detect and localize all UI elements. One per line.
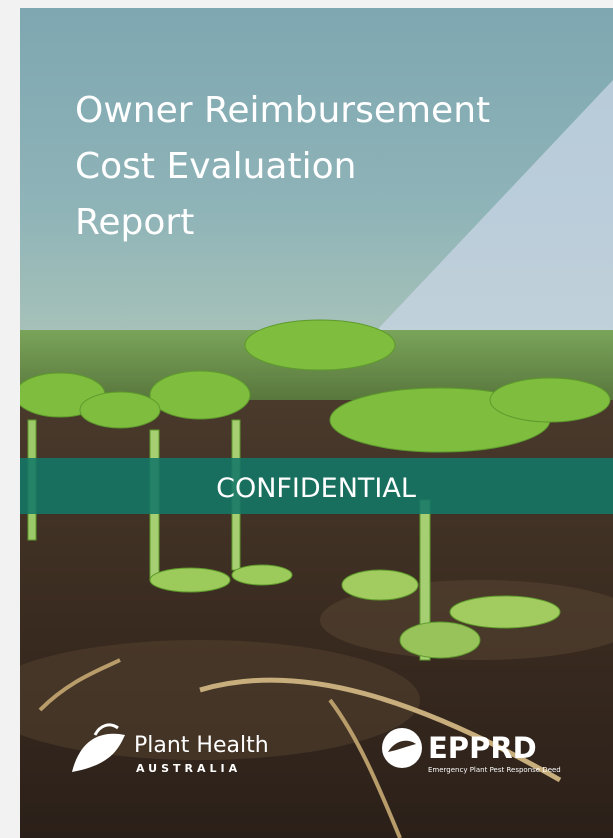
page: {"cover": {"title_lines": ["Owner Reimbu… (0, 0, 613, 838)
cover: Owner Reimbursement Cost Evaluation Repo… (0, 0, 613, 838)
title-line: Cost Evaluation (75, 146, 356, 187)
cover-image (0, 8, 613, 838)
epprd-subtitle: Emergency Plant Pest Response Deed (428, 766, 561, 774)
title-line: Owner Reimbursement (75, 90, 490, 131)
title-line: Report (75, 202, 194, 243)
pha-name: Plant Health (134, 733, 269, 758)
pha-country: AUSTRALIA (136, 762, 241, 775)
banner-text: CONFIDENTIAL (216, 473, 416, 504)
epprd-name: EPPRD (428, 731, 537, 765)
